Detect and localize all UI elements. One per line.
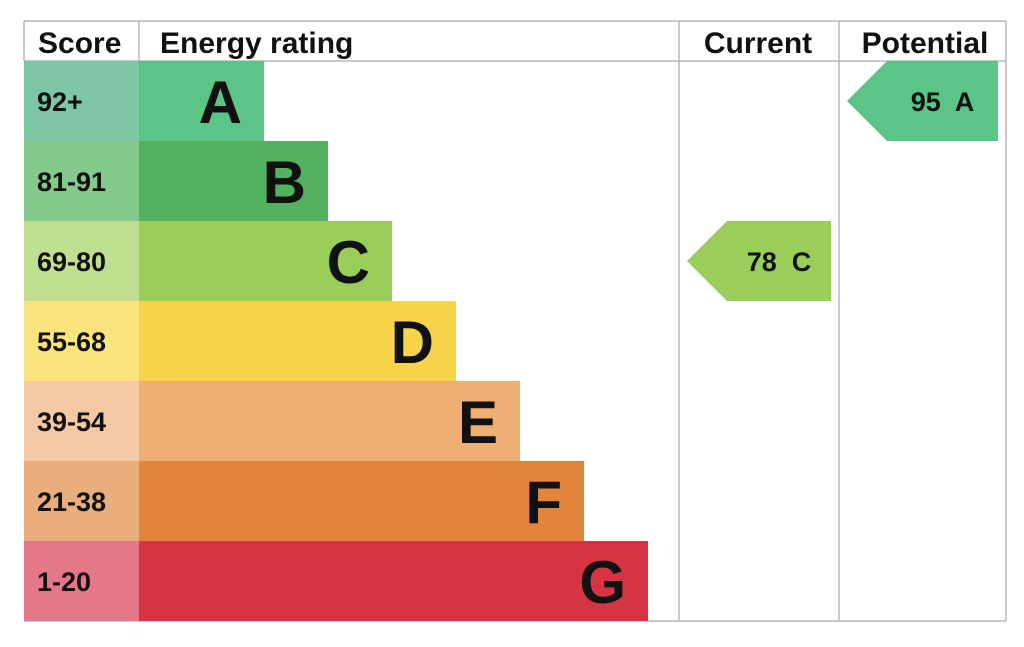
rating-arrows: 78 C 95 A	[687, 61, 998, 301]
score-label-g: 1-20	[37, 567, 91, 597]
score-label-f: 21-38	[37, 487, 106, 517]
band-bar-f	[139, 461, 584, 541]
current-header: Current	[704, 27, 812, 60]
score-label-a: 92+	[37, 87, 83, 117]
band-letter-c: C	[327, 229, 370, 296]
band-letter-e: E	[458, 389, 498, 456]
score-cell-d	[24, 301, 139, 381]
band-letter-a: A	[199, 69, 242, 136]
score-header: Score	[38, 27, 121, 60]
band-bar-c	[139, 221, 392, 301]
band-letter-f: F	[525, 469, 562, 536]
energy-rating-header: Energy rating	[160, 27, 353, 60]
score-label-d: 55-68	[37, 327, 106, 357]
score-label-c: 69-80	[37, 247, 106, 277]
current-rating-arrow-label: 78 C	[747, 247, 812, 277]
score-cell-e	[24, 381, 139, 461]
potential-header: Potential	[862, 27, 989, 60]
score-label-b: 81-91	[37, 167, 106, 197]
score-cell-b	[24, 141, 139, 221]
score-cell-c	[24, 221, 139, 301]
band-bar-g	[139, 541, 648, 621]
band-bar-b	[139, 141, 328, 221]
potential-rating-arrow-label: 95 A	[911, 87, 975, 117]
band-bar-a	[139, 61, 264, 141]
potential-rating-arrow	[847, 61, 998, 141]
score-cell-g	[24, 541, 139, 621]
band-letter-g: G	[579, 549, 626, 616]
band-bar-e	[139, 381, 520, 461]
current-rating-arrow	[687, 221, 831, 301]
score-label-e: 39-54	[37, 407, 106, 437]
score-cell-f	[24, 461, 139, 541]
rating-bands: 92+ A 81-91 B 69-80 C 55-68 D 39-54 E 21-38 F 1-20 G	[24, 61, 648, 621]
table-headers: Score Energy rating Current Potential	[38, 27, 988, 60]
band-bar-d	[139, 301, 456, 381]
band-letter-d: D	[391, 309, 434, 376]
score-cell-a	[24, 61, 139, 141]
band-letter-b: B	[263, 149, 306, 216]
